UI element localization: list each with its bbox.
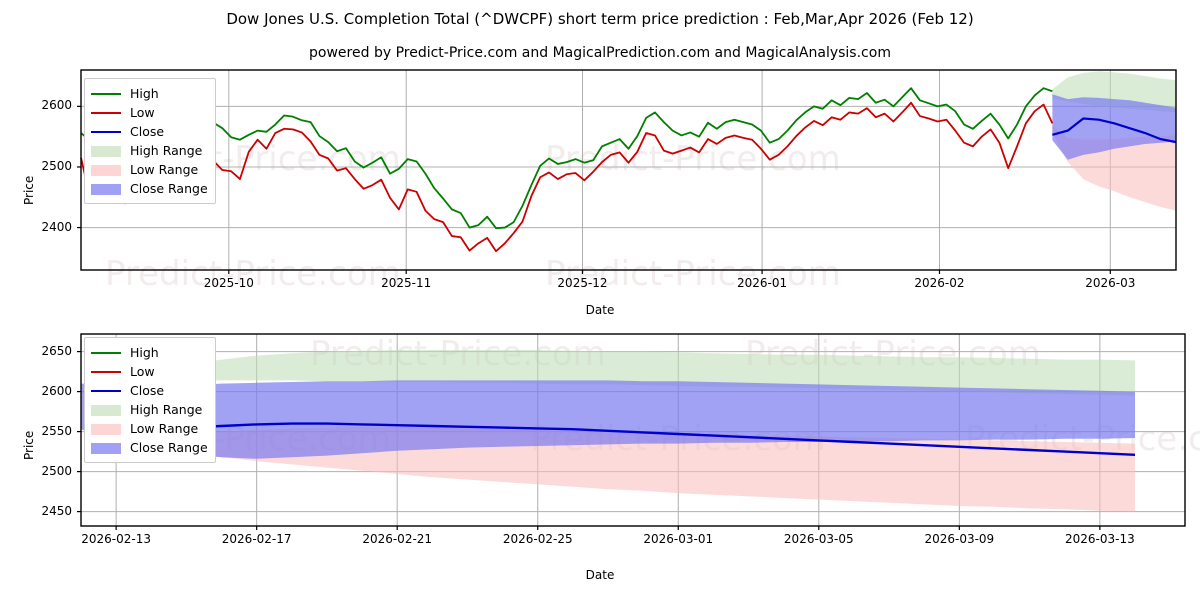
top-x-tick: 2025-10: [203, 276, 254, 290]
top-chart-svg: Predict-Price.com Predict-Price.com Predic…: [77, 69, 1177, 294]
legend-label: Close: [130, 123, 165, 139]
svg-text:Predict-Price.com: Predict-Price.com: [545, 254, 841, 294]
svg-text:Predict-Price.com: Predict-Price.com: [545, 139, 841, 179]
legend-item-high: High: [91, 343, 208, 362]
top-x-tick: 2026-03: [1085, 276, 1136, 290]
legend-label: High: [130, 85, 159, 101]
line-high: [80, 87, 1053, 230]
bottom-y-tick: 2650: [41, 343, 72, 358]
legend-label: High Range: [130, 401, 203, 417]
top-x-tick: 2025-11: [381, 276, 432, 290]
bottom-y-tick: 2600: [41, 383, 72, 398]
watermark-layer: Predict-Price.com Predict-Price.com Predic…: [105, 139, 841, 294]
plot-frame: [80, 69, 1177, 271]
legend-item-close-range: Close Range: [91, 179, 208, 198]
legend-swatch-icon: [91, 403, 121, 417]
legend-item-high-range: High Range: [91, 400, 208, 419]
page-subtitle: powered by Predict-Price.com and Magical…: [309, 45, 891, 61]
grid-lines: [81, 70, 1176, 270]
legend-item-high: High: [91, 84, 208, 103]
top-y-tick: 2400: [41, 219, 72, 234]
bottom-y-tick: 2450: [41, 503, 72, 518]
legend-label: High: [130, 344, 159, 360]
top-y-tick: 2600: [41, 98, 72, 113]
bottom-x-tick: 2026-03-13: [1064, 532, 1135, 546]
bottom-x-tick: 2026-02-25: [502, 532, 573, 546]
plot-background: [81, 70, 1176, 270]
top-x-tick: 2026-02: [914, 276, 965, 290]
line-close: [151, 422, 1136, 456]
bottom-x-tick: 2026-03-09: [924, 532, 995, 546]
bottom-x-tick: 2026-03-01: [643, 532, 714, 546]
legend-swatch-icon: [91, 384, 121, 398]
legend-label: Close Range: [130, 439, 208, 455]
bottom-y-tick: 2500: [41, 463, 72, 478]
bottom-x-tick: 2026-02-17: [221, 532, 292, 546]
bottom-y-tick: 2550: [41, 423, 72, 438]
line-low: [80, 101, 1054, 253]
legend-item-close: Close: [91, 122, 208, 141]
legend-swatch-icon: [91, 106, 121, 120]
legend-label: High Range: [130, 142, 203, 158]
legend-item-close-range: Close Range: [91, 438, 208, 457]
legend-swatch-icon: [91, 87, 121, 101]
legend-label: Low Range: [130, 161, 199, 177]
legend-swatch-icon: [91, 125, 121, 139]
bottom-legend: High Low Close High Range Low Range Close Ran…: [84, 337, 216, 463]
bottom-x-tick: 2026-02-13: [81, 532, 151, 546]
legend-swatch-icon: [91, 422, 121, 436]
bottom-x-tick: 2026-03-05: [783, 532, 854, 546]
legend-swatch-icon: [91, 365, 121, 379]
plot-frame: [80, 333, 1186, 527]
legend-swatch-icon: [91, 163, 121, 177]
band-close-range: [1052, 94, 1176, 160]
bottom-x-tick: 2026-02-21: [362, 532, 433, 546]
top-x-axis-label: Date: [585, 303, 615, 317]
legend-item-high-range: High Range: [91, 141, 208, 160]
top-legend: High Low Close High Range Low Range Close Ran…: [84, 78, 216, 204]
band-close-range: [81, 380, 1135, 459]
top-chart-panel: Predict-Price.com Predict-Price.com Predic…: [0, 60, 1200, 310]
top-x-tick: 2026-01: [737, 276, 788, 290]
legend-item-close: Close: [91, 381, 208, 400]
legend-label: Close: [130, 382, 165, 398]
legend-swatch-icon: [91, 182, 121, 196]
legend-swatch-icon: [91, 144, 121, 158]
legend-item-low-range: Low Range: [91, 160, 208, 179]
bottom-chart-svg: Predict-Price.comPredict-Price.comPredic…: [77, 333, 1200, 530]
top-x-tick: 2025-12: [557, 276, 608, 290]
svg-text:Predict-Price.com: Predict-Price.com: [105, 254, 401, 294]
legend-label: Low: [130, 104, 155, 120]
bottom-chart-panel: Predict-Price.comPredict-Price.comPredic…: [0, 320, 1200, 545]
top-y-tick: 2500: [41, 158, 72, 173]
page-title: Dow Jones U.S. Completion Total (^DWCPF)…: [226, 10, 974, 28]
band-high-range: [81, 350, 1135, 396]
bottom-x-axis-label: Date: [585, 568, 615, 582]
legend-item-low: Low: [91, 362, 208, 381]
legend-swatch-icon: [91, 346, 121, 360]
line-close: [1052, 117, 1177, 144]
top-y-axis-label: Price: [22, 175, 36, 205]
legend-item-low-range: Low Range: [91, 419, 208, 438]
legend-swatch-icon: [91, 441, 121, 455]
legend-label: Close Range: [130, 180, 208, 196]
legend-label: Low Range: [130, 420, 199, 436]
legend-label: Low: [130, 363, 155, 379]
legend-item-low: Low: [91, 103, 208, 122]
